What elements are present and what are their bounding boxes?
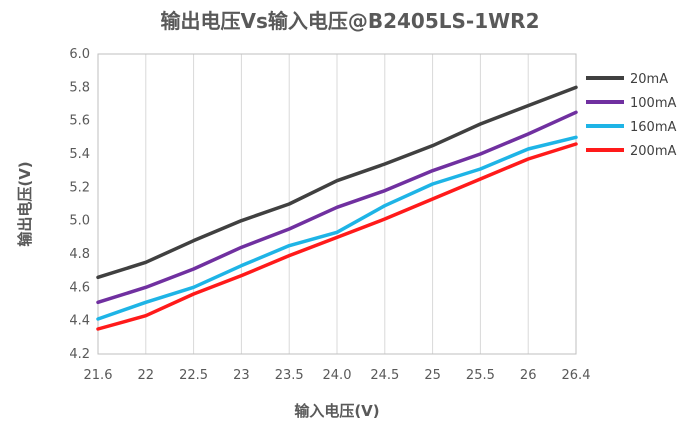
y-tick-label: 5.8: [69, 80, 90, 95]
y-tick-label: 4.8: [69, 247, 90, 262]
y-tick-label: 5.2: [69, 180, 90, 195]
x-tick-label: 25.5: [466, 368, 495, 383]
y-ticks: 4.2 4.4 4.6 4.8 5.0 5.2 5.4 5.6 5.8 6.0: [69, 47, 90, 362]
y-tick-label: 5.6: [69, 114, 90, 129]
series-line-200mA: [96, 142, 578, 331]
x-tick-label: 26.4: [562, 368, 591, 383]
series-line-100mA: [96, 110, 578, 305]
x-tick-label: 22.5: [179, 368, 208, 383]
x-tick-label: 21.6: [84, 368, 113, 383]
x-tick-label: 22: [138, 368, 155, 383]
x-tick-label: 24.0: [323, 368, 352, 383]
legend-label: 200mA: [630, 144, 676, 159]
y-tick-label: 5.4: [69, 147, 90, 162]
x-axis-label: 输入电压(V): [294, 402, 379, 420]
x-tick-label: 26: [520, 368, 537, 383]
grid: [145, 54, 529, 354]
y-tick-label: 6.0: [69, 47, 90, 62]
plot-frame: [97, 53, 577, 355]
y-axis-label: 输出电压(V): [16, 161, 34, 246]
y-tick-label: 4.4: [69, 314, 90, 329]
legend-label: 20mA: [630, 72, 668, 87]
x-tick-label: 25: [424, 368, 441, 383]
y-tick-label: 5.0: [69, 214, 90, 229]
legend: 20mA 100mA 160mA 200mA: [586, 72, 676, 159]
legend-label: 160mA: [630, 120, 676, 135]
series-line-20mA: [96, 85, 578, 280]
chart-title: 输出电压Vs输入电压@B2405LS-1WR2: [160, 9, 539, 33]
series-lines: [96, 85, 578, 331]
legend-label: 100mA: [630, 96, 676, 111]
x-tick-label: 23.5: [275, 368, 304, 383]
y-tick-label: 4.6: [69, 280, 90, 295]
y-tick-label: 4.2: [69, 347, 90, 362]
x-tick-label: 24.5: [370, 368, 399, 383]
x-ticks: 21.6 22 22.5 23 23.5 24.0 24.5 25 25.5 26 26.4: [84, 368, 591, 383]
series-line-160mA: [96, 135, 578, 321]
x-tick-label: 23: [233, 368, 250, 383]
